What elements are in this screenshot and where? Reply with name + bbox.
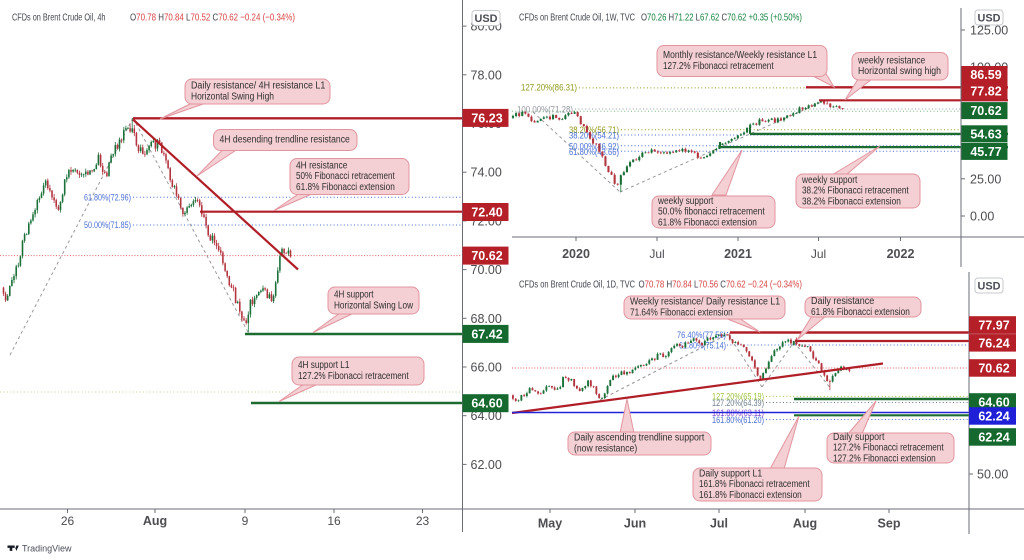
svg-text:4H support L1: 4H support L1 xyxy=(298,360,349,371)
svg-text:O70.78 H70.84 L70.52 C70.62 −0: O70.78 H70.84 L70.52 C70.62 −0.24 (−0.34… xyxy=(130,12,295,24)
svg-text:38.2% Fibonacci retracement: 38.2% Fibonacci retracement xyxy=(802,186,909,197)
svg-text:38.20%(56.71): 38.20%(56.71) xyxy=(569,125,619,135)
svg-text:127.2% Fibonacci extension: 127.2% Fibonacci extension xyxy=(833,453,936,464)
svg-text:9: 9 xyxy=(242,514,249,528)
svg-text:0.00: 0.00 xyxy=(970,210,994,224)
svg-text:71.64% Fibonacci extension: 71.64% Fibonacci extension xyxy=(630,308,733,319)
svg-text:161.8% Fibonacci retracement: 161.8% Fibonacci retracement xyxy=(699,479,810,490)
svg-text:45.77: 45.77 xyxy=(970,145,1001,159)
svg-text:Jul: Jul xyxy=(649,247,664,261)
svg-text:Daily support L1: Daily support L1 xyxy=(699,468,762,479)
svg-text:77.97: 77.97 xyxy=(978,319,1009,333)
svg-text:72.40: 72.40 xyxy=(471,206,502,220)
svg-text:Jul: Jul xyxy=(811,247,826,261)
svg-text:2020: 2020 xyxy=(562,247,590,261)
svg-text:26: 26 xyxy=(61,514,75,528)
svg-text:USD: USD xyxy=(978,281,1001,293)
svg-text:O70.26 H71.22 L67.62 C70.62 +0: O70.26 H71.22 L67.62 C70.62 +0.35 (+0.50… xyxy=(641,12,802,24)
svg-text:Daily resistance: Daily resistance xyxy=(811,296,874,307)
svg-text:4H resistance: 4H resistance xyxy=(296,160,347,171)
svg-text:50.0% fibonacci retracement: 50.0% fibonacci retracement xyxy=(658,207,765,218)
svg-text:64.60: 64.60 xyxy=(978,396,1009,410)
svg-text:77.82: 77.82 xyxy=(970,85,1001,99)
svg-text:70.00: 70.00 xyxy=(471,263,502,277)
svg-text:61.80%(43.66): 61.80%(43.66) xyxy=(569,147,619,157)
svg-text:weekly support: weekly support xyxy=(801,175,857,186)
svg-text:Sep: Sep xyxy=(878,517,901,531)
svg-text:Aug: Aug xyxy=(143,514,167,528)
svg-text:O70.78 H70.84 L70.56 C70.62 −0: O70.78 H70.84 L70.56 C70.62 −0.24 (−0.34… xyxy=(639,279,803,291)
svg-text:Daily resistance/ 4H resistanc: Daily resistance/ 4H resistance L1 xyxy=(191,81,325,92)
svg-text:61.8% Fibonacci extension: 61.8% Fibonacci extension xyxy=(811,307,910,318)
svg-text:16: 16 xyxy=(327,514,341,528)
svg-text:50.00: 50.00 xyxy=(977,467,1008,481)
svg-text:weekly resistance: weekly resistance xyxy=(857,56,925,67)
svg-text:76.23: 76.23 xyxy=(471,111,502,125)
svg-text:86.59: 86.59 xyxy=(970,68,1001,82)
svg-text:4H desending trendline resista: 4H desending trendline resistance xyxy=(220,135,350,146)
svg-text:61.8% Fibonacci extension: 61.8% Fibonacci extension xyxy=(658,217,757,228)
svg-text:67.42: 67.42 xyxy=(471,327,502,341)
svg-text:50.00%(46.92): 50.00%(46.92) xyxy=(569,141,619,151)
svg-text:66.00: 66.00 xyxy=(471,361,502,375)
svg-text:50.00%(71.85): 50.00%(71.85) xyxy=(84,220,131,230)
svg-text:74.00: 74.00 xyxy=(471,166,502,180)
svg-text:USD: USD xyxy=(475,13,498,25)
svg-text:70.62: 70.62 xyxy=(471,249,502,263)
svg-text:(now resistance): (now resistance) xyxy=(574,444,637,455)
svg-text:127.2% Fibonacci retracement: 127.2% Fibonacci retracement xyxy=(663,61,774,72)
svg-text:61.80%(75.14): 61.80%(75.14) xyxy=(679,340,726,350)
svg-text:100.00%(71.28): 100.00%(71.28) xyxy=(517,104,573,114)
svg-text:62.24: 62.24 xyxy=(978,431,1009,445)
svg-text:CFDs on Brent Crude Oil, 1W, T: CFDs on Brent Crude Oil, 1W, TVC xyxy=(519,12,635,24)
svg-text:61.80%(72.96): 61.80%(72.96) xyxy=(84,192,131,202)
svg-text:54.63: 54.63 xyxy=(970,127,1001,141)
svg-text:50% Fibonacci retracement: 50% Fibonacci retracement xyxy=(296,171,395,182)
svg-text:Horizontal swing high: Horizontal swing high xyxy=(858,66,941,77)
svg-text:CFDs on Brent Crude Oil, 4h: CFDs on Brent Crude Oil, 4h xyxy=(12,12,106,24)
svg-text:Weekly resistance/ Daily resis: Weekly resistance/ Daily resistance L1 xyxy=(630,297,780,308)
svg-text:Daily support: Daily support xyxy=(833,432,885,443)
svg-text:61.8% Fibonacci extension: 61.8% Fibonacci extension xyxy=(296,182,395,193)
svg-text:161.8% Fibonacci extension: 161.8% Fibonacci extension xyxy=(699,490,802,501)
svg-text:Aug: Aug xyxy=(793,517,817,531)
svg-text:62.24: 62.24 xyxy=(978,410,1009,424)
svg-text:USD: USD xyxy=(978,13,1001,25)
svg-text:78.00: 78.00 xyxy=(471,68,502,82)
svg-text:Jul: Jul xyxy=(710,517,728,531)
svg-text:76.24: 76.24 xyxy=(978,336,1009,350)
svg-text:64.60: 64.60 xyxy=(471,397,502,411)
svg-text:May: May xyxy=(538,517,562,531)
svg-text:38.20%(54.21): 38.20%(54.21) xyxy=(569,130,619,140)
svg-text:125.00: 125.00 xyxy=(970,24,1008,38)
svg-text:70.62: 70.62 xyxy=(970,104,1001,118)
svg-text:127.20%(86.31): 127.20%(86.31) xyxy=(521,82,577,92)
svg-text:Daily ascending trendline supp: Daily ascending trendline support xyxy=(574,433,705,444)
svg-text:CFDs on Brent Crude Oil, 1D, T: CFDs on Brent Crude Oil, 1D, TVC xyxy=(519,279,635,291)
svg-text:2022: 2022 xyxy=(887,247,915,261)
svg-text:25.00: 25.00 xyxy=(970,172,1001,186)
svg-text:2021: 2021 xyxy=(724,247,752,261)
svg-text:Horizontal Swing High: Horizontal Swing High xyxy=(191,92,274,103)
svg-text:70.62: 70.62 xyxy=(978,362,1009,376)
svg-text:4H support: 4H support xyxy=(334,290,374,301)
svg-text:23: 23 xyxy=(416,514,430,528)
svg-text:TradingView: TradingView xyxy=(22,544,72,554)
svg-text:Horizontal Swing Low: Horizontal Swing Low xyxy=(334,301,414,312)
svg-text:161.80%(61.20): 161.80%(61.20) xyxy=(712,415,764,425)
svg-text:38.2% Fibonacci extension: 38.2% Fibonacci extension xyxy=(802,196,901,207)
svg-text:68.00: 68.00 xyxy=(471,312,502,326)
svg-text:62.00: 62.00 xyxy=(471,458,502,472)
svg-text:127.2% Fibonacci retracement: 127.2% Fibonacci retracement xyxy=(833,443,944,454)
svg-text:Monthly resistance/Weekly resi: Monthly resistance/Weekly resistance L1 xyxy=(663,50,817,61)
svg-text:Jun: Jun xyxy=(624,517,646,531)
svg-text:weekly support: weekly support xyxy=(657,196,713,207)
svg-text:76.40%(77.56): 76.40%(77.56) xyxy=(677,330,726,340)
svg-text:127.2% Fibonacci retracement: 127.2% Fibonacci retracement xyxy=(298,371,409,382)
svg-text:127.20%(64.39): 127.20%(64.39) xyxy=(712,398,764,408)
svg-text:127.20%(65.19): 127.20%(65.19) xyxy=(712,392,764,402)
svg-text:64.00: 64.00 xyxy=(471,409,502,423)
